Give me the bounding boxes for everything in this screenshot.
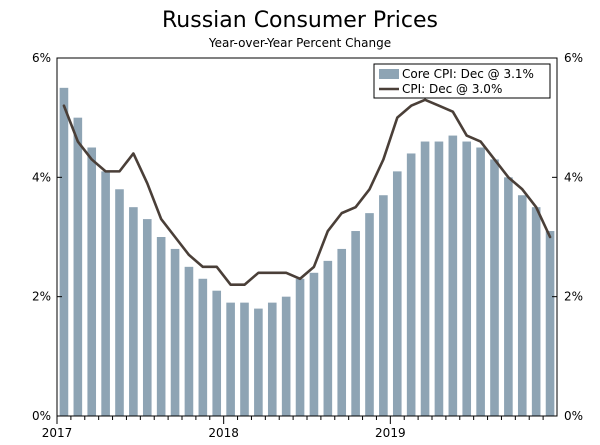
y-tick-label-right: 0%	[564, 409, 583, 423]
core-cpi-bar	[406, 153, 416, 416]
core-cpi-bar	[379, 195, 388, 416]
core-cpi-bar	[129, 207, 138, 416]
legend-swatch-core-cpi	[379, 69, 399, 79]
chart-subtitle: Year-over-Year Percent Change	[208, 36, 392, 50]
core-cpi-bar	[309, 272, 319, 416]
legend-box	[373, 63, 551, 99]
cpi-line	[62, 98, 552, 287]
chart-title: Russian Consumer Prices	[162, 8, 438, 33]
x-tick-label: 2017	[42, 426, 73, 440]
core-cpi-bar	[448, 135, 458, 416]
core-cpi-bar	[226, 302, 235, 416]
y-tick-label-right: 4%	[564, 170, 583, 184]
legend-label-cpi: CPI: Dec @ 3.0%	[402, 82, 502, 96]
core-cpi-bar	[156, 237, 166, 416]
core-cpi-bar	[337, 248, 347, 416]
core-cpi-bar	[420, 141, 430, 416]
legend-label-core-cpi: Core CPI: Dec @ 3.1%	[402, 67, 534, 81]
core-cpi-bar	[87, 147, 97, 416]
core-cpi-bar	[73, 117, 83, 417]
x-tick-label: 2019	[375, 426, 406, 440]
y-tick-label-left: 6%	[32, 51, 51, 65]
core-cpi-bar	[115, 189, 124, 416]
core-cpi-bar	[531, 207, 541, 416]
core-cpi-bar	[295, 278, 305, 416]
core-cpi-bar	[476, 147, 485, 416]
core-cpi-bar	[365, 213, 374, 416]
x-tick-label: 2018	[208, 426, 239, 440]
core-cpi-bar	[101, 171, 110, 416]
core-cpi-bar	[434, 141, 444, 416]
core-cpi-bar	[490, 159, 499, 416]
core-cpi-bar	[184, 266, 194, 416]
core-cpi-bar	[254, 308, 263, 416]
core-cpi-bar	[545, 231, 555, 416]
core-cpi-bar	[462, 141, 472, 416]
core-cpi-bar	[281, 296, 291, 416]
y-tick-label-left: 0%	[32, 409, 51, 423]
y-tick-label-left: 4%	[32, 170, 51, 184]
core-cpi-bar	[504, 177, 513, 416]
core-cpi-bar	[240, 302, 249, 416]
core-cpi-bar	[212, 290, 222, 416]
core-cpi-bar	[392, 171, 402, 416]
y-tick-label-right: 2%	[564, 290, 583, 304]
y-tick-label-right: 6%	[564, 51, 583, 65]
core-cpi-bar	[142, 219, 152, 416]
core-cpi-bar	[351, 231, 360, 416]
y-tick-label-left: 2%	[32, 290, 51, 304]
core-cpi-bar	[170, 248, 180, 416]
core-cpi-bar	[198, 278, 208, 416]
core-cpi-bar	[323, 260, 333, 416]
core-cpi-bar	[517, 195, 527, 416]
core-cpi-bar	[59, 87, 69, 416]
core-cpi-bar	[267, 302, 277, 416]
